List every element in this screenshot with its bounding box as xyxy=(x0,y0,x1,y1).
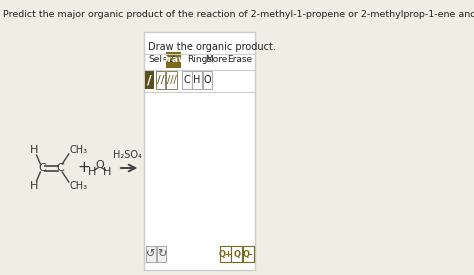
Text: H: H xyxy=(30,181,38,191)
Bar xyxy=(144,32,255,270)
Bar xyxy=(231,246,242,262)
Text: Select: Select xyxy=(148,56,176,65)
Text: C: C xyxy=(183,75,190,85)
Text: ///: /// xyxy=(167,75,177,85)
Text: O: O xyxy=(204,75,211,85)
Bar xyxy=(156,246,166,262)
Text: Rings: Rings xyxy=(187,56,212,65)
Bar xyxy=(202,71,212,89)
Text: ↺: ↺ xyxy=(146,249,155,259)
Bar xyxy=(166,52,181,68)
Bar xyxy=(166,71,177,89)
Text: Q+: Q+ xyxy=(219,249,232,258)
Text: Erase: Erase xyxy=(227,56,252,65)
Bar xyxy=(145,71,155,89)
Text: H: H xyxy=(88,167,96,177)
Text: CH₃: CH₃ xyxy=(70,181,88,191)
Bar xyxy=(146,246,155,262)
Text: //: // xyxy=(157,75,164,85)
Text: C: C xyxy=(39,163,46,173)
Bar xyxy=(182,71,191,89)
Text: Predict the major organic product of the reaction of 2-methyl-1-propene or 2-met: Predict the major organic product of the… xyxy=(3,10,474,19)
Text: H: H xyxy=(30,145,38,155)
Text: H₂SO₄: H₂SO₄ xyxy=(113,150,142,160)
Text: Draw the organic product.: Draw the organic product. xyxy=(148,42,276,52)
Text: Q-: Q- xyxy=(243,249,254,258)
Text: +: + xyxy=(77,161,90,175)
Bar xyxy=(220,246,231,262)
Bar xyxy=(155,71,165,89)
Text: /: / xyxy=(147,73,152,87)
Text: C: C xyxy=(56,163,64,173)
Bar xyxy=(192,71,202,89)
Bar xyxy=(243,246,254,262)
Text: More: More xyxy=(205,56,227,65)
Text: CH₃: CH₃ xyxy=(70,145,88,155)
Text: Draw: Draw xyxy=(160,56,187,65)
Text: Q: Q xyxy=(233,249,240,258)
Text: H: H xyxy=(103,167,112,177)
Text: ↻: ↻ xyxy=(157,249,166,259)
Text: O: O xyxy=(96,160,104,170)
Text: H: H xyxy=(193,75,201,85)
